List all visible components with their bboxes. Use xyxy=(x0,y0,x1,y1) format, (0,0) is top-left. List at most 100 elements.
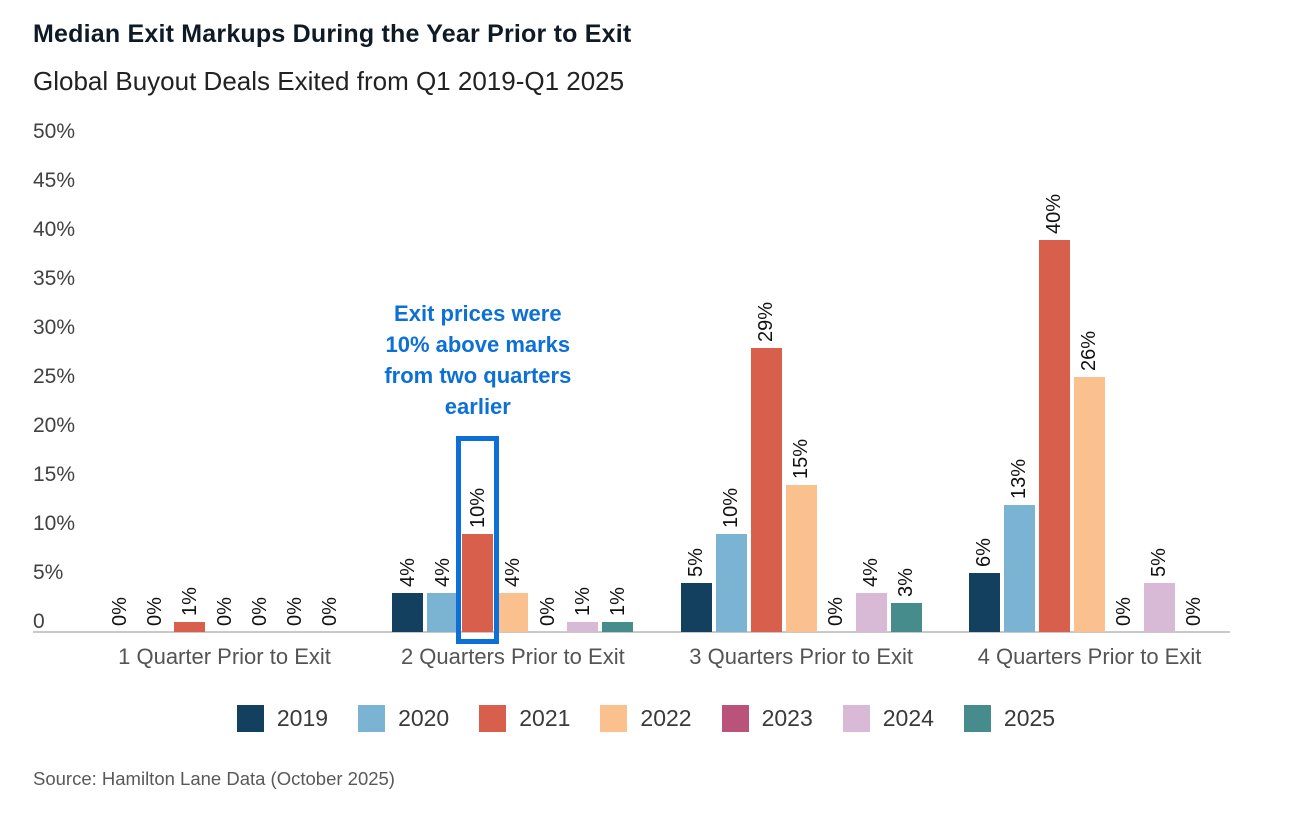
bar-value-label: 40% xyxy=(1043,193,1066,234)
bar-slot: 0% xyxy=(209,142,240,632)
bar-2019 xyxy=(968,573,1000,632)
bar-slot: 3% xyxy=(890,142,922,632)
bar-2020 xyxy=(427,592,459,632)
legend-label: 2023 xyxy=(761,705,813,731)
bar-slot: 13% xyxy=(1003,142,1035,632)
annotation-highlight-box xyxy=(456,436,500,644)
bar-group: 0% 0% 1% 0% 0% 0% 0% 1 Quarter Prior to Exit xyxy=(104,142,345,669)
bar-2020 xyxy=(1003,504,1035,632)
bar-value-label: 0% xyxy=(283,597,306,626)
bar-group: 6% 13% 40% 26% 0% 5% 0% 4 Quarters Prior to Exi… xyxy=(968,142,1210,669)
y-tick-label: 15% xyxy=(33,463,76,486)
annotation-line: from two quarters xyxy=(384,363,572,388)
bar-slot: 40% xyxy=(1038,142,1070,632)
bar-slot: 10% xyxy=(456,142,500,644)
y-tick-label: 5% xyxy=(33,561,64,584)
annotation-line: 10% above marks xyxy=(385,332,571,357)
legend-swatch xyxy=(842,705,870,732)
bar-slot: 0% xyxy=(104,142,135,632)
legend-swatch xyxy=(963,705,991,732)
bar-value-label: 0% xyxy=(536,597,559,626)
legend-swatch xyxy=(236,705,264,732)
bar-slot: 29% xyxy=(750,142,782,632)
legend-swatch xyxy=(721,705,749,732)
bar-slot: 4% xyxy=(497,142,529,632)
bar-value-label: 29% xyxy=(755,301,778,342)
bar-slot: 0% xyxy=(821,142,852,632)
annotation-line: earlier xyxy=(444,394,511,419)
legend-label: 2025 xyxy=(1003,705,1056,731)
bar-value-label: 1% xyxy=(571,587,594,617)
bar-2021 xyxy=(174,622,205,632)
x-axis-category-label: 2 Quarters Prior to Exit xyxy=(400,644,625,669)
bar-2024 xyxy=(1143,583,1175,632)
bar-slot: 5% xyxy=(1143,142,1175,632)
bar-value-label: 5% xyxy=(1148,548,1171,577)
x-axis-category-label: 3 Quarters Prior to Exit xyxy=(689,644,914,669)
source-note: Source: Hamilton Lane Data (October 2025… xyxy=(33,768,395,789)
bar-slot: 10% xyxy=(715,142,747,632)
bar-value-label: 6% xyxy=(973,538,996,568)
bar-value-label: 4% xyxy=(431,557,454,587)
bar-slot: 1% xyxy=(602,142,634,632)
legend-label: 2021 xyxy=(519,705,571,731)
y-tick-label: 50% xyxy=(33,120,76,143)
bar-value-label: 0% xyxy=(1183,597,1206,626)
bar-group: 5% 10% 29% 15% 0% 4% 3% 3 Quarters Prior to Exi… xyxy=(680,142,922,669)
bar-2019 xyxy=(392,592,424,632)
bar-2019 xyxy=(680,583,712,632)
chart-title: Median Exit Markups During the Year Prio… xyxy=(33,20,632,48)
bar-2021 xyxy=(750,347,782,632)
bar-slot: 4% xyxy=(855,142,887,632)
y-tick-label: 35% xyxy=(33,267,76,290)
legend-item: 2023 xyxy=(721,705,813,732)
legend-swatch xyxy=(600,705,628,732)
y-tick-label: 45% xyxy=(33,169,76,192)
bar-value-label: 4% xyxy=(501,557,524,587)
chart-subtitle: Global Buyout Deals Exited from Q1 2019-… xyxy=(33,66,625,96)
legend-label: 2020 xyxy=(398,705,450,731)
bar-value-label: 0% xyxy=(825,597,848,626)
legend-swatch xyxy=(358,705,386,732)
x-axis-category-label: 1 Quarter Prior to Exit xyxy=(118,644,331,669)
legend-item: 2019 xyxy=(236,705,329,732)
bar-2020 xyxy=(715,534,747,632)
bar-slot: 0% xyxy=(279,142,310,632)
bar-slot: 0% xyxy=(244,142,275,632)
legend-swatch xyxy=(479,705,507,732)
bar-slot: 26% xyxy=(1073,142,1105,632)
bar-value-label: 0% xyxy=(108,597,131,626)
legend-item: 2025 xyxy=(963,705,1056,732)
bar-value-label: 0% xyxy=(318,597,341,626)
plot-area: 0% 0% 1% 0% 0% 0% 0% 1 Quarter Prior to Exit 4% 4… xyxy=(104,142,1210,669)
bar-value-label: 1% xyxy=(606,587,629,617)
bar-2025 xyxy=(602,622,634,632)
y-tick-label: 0 xyxy=(33,610,45,633)
bar-value-label: 13% xyxy=(1008,458,1031,499)
legend-item: 2020 xyxy=(358,705,449,732)
bar-value-label: 4% xyxy=(860,557,883,587)
y-tick-label: 40% xyxy=(33,218,76,241)
legend-item: 2024 xyxy=(842,705,934,732)
y-tick-label: 25% xyxy=(33,365,76,388)
bar-slot: 4% xyxy=(392,142,424,632)
bar-2022 xyxy=(497,592,529,632)
bar-value-label: 4% xyxy=(396,557,419,587)
legend-item: 2022 xyxy=(600,705,692,732)
bar-2025 xyxy=(890,602,922,632)
bar-2022 xyxy=(1073,377,1105,632)
bar-2021 xyxy=(1038,240,1070,632)
bar-2022 xyxy=(785,485,817,632)
annotation-line: Exit prices were xyxy=(394,301,562,326)
bar-value-label: 26% xyxy=(1078,331,1101,372)
bar-2021 xyxy=(462,534,494,632)
legend-label: 2024 xyxy=(882,705,934,731)
legend-label: 2019 xyxy=(276,705,329,731)
bar-slot: 1% xyxy=(567,142,599,632)
x-axis-baseline xyxy=(33,631,1230,633)
bar-slot: 5% xyxy=(680,142,712,632)
y-tick-label: 10% xyxy=(33,512,76,535)
x-axis-category-label: 4 Quarters Prior to Exit xyxy=(977,644,1202,669)
y-tick-label: 20% xyxy=(33,414,76,437)
